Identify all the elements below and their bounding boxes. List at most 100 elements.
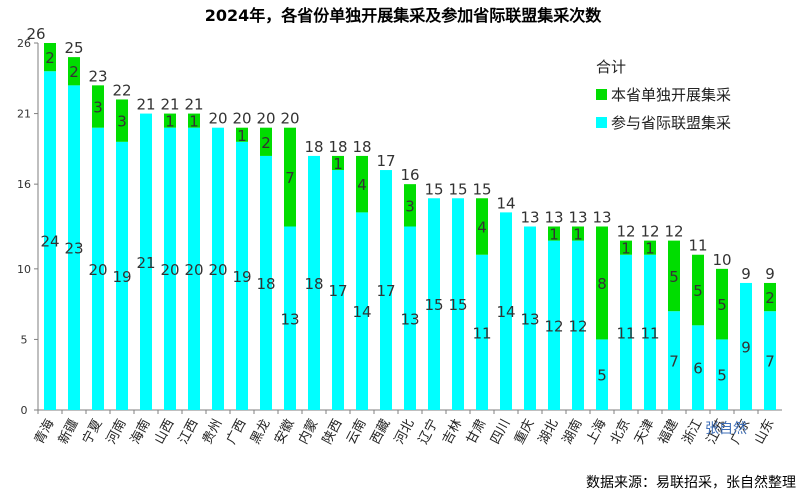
x-tick-label: 山东 bbox=[752, 417, 777, 447]
data-label-independent: 7 bbox=[285, 169, 295, 187]
data-label-total: 17 bbox=[376, 152, 395, 170]
data-label-total: 15 bbox=[424, 180, 443, 198]
data-label-total: 13 bbox=[544, 209, 563, 227]
data-label-alliance: 13 bbox=[280, 310, 299, 328]
data-label-total: 18 bbox=[304, 138, 323, 156]
chart-title: 2024年，各省份单独开展集采及参加省际联盟集采次数 bbox=[204, 6, 602, 25]
data-label-alliance: 7 bbox=[765, 353, 775, 371]
data-label-alliance: 20 bbox=[184, 261, 203, 279]
legend-item-independent: 本省单独开展集采 bbox=[596, 80, 731, 108]
bar-segment-independent bbox=[572, 226, 584, 241]
data-label-independent: 5 bbox=[717, 296, 727, 314]
bar-segment-alliance bbox=[188, 127, 200, 410]
bar-segment-alliance bbox=[476, 254, 488, 410]
bar-segment-independent bbox=[116, 99, 128, 142]
data-label-alliance: 19 bbox=[112, 268, 131, 286]
legend-label-independent: 本省单独开展集采 bbox=[611, 85, 732, 104]
legend-swatch-alliance bbox=[596, 116, 607, 128]
data-label-total: 21 bbox=[184, 96, 203, 114]
data-label-independent: 3 bbox=[405, 197, 415, 215]
x-tick-label: 山西 bbox=[152, 417, 177, 447]
data-label-independent: 1 bbox=[237, 127, 247, 145]
data-label-total: 16 bbox=[400, 166, 419, 184]
data-label-total: 18 bbox=[328, 138, 347, 156]
data-label-total: 12 bbox=[616, 223, 635, 241]
data-label-alliance: 13 bbox=[400, 310, 419, 328]
bar-segment-independent bbox=[68, 57, 80, 86]
x-tick-label: 宁夏 bbox=[79, 416, 105, 446]
bar-segment-independent bbox=[668, 240, 680, 312]
data-label-alliance: 17 bbox=[376, 282, 395, 300]
data-label-independent: 2 bbox=[45, 49, 55, 67]
data-label-alliance: 17 bbox=[328, 282, 347, 300]
data-label-total: 13 bbox=[520, 209, 539, 227]
x-tick-label: 上海 bbox=[584, 417, 609, 447]
data-label-independent: 2 bbox=[765, 289, 775, 307]
data-label-alliance: 23 bbox=[64, 240, 83, 258]
bar-segment-alliance bbox=[524, 226, 536, 410]
bar-segment-independent bbox=[284, 127, 296, 227]
data-label-total: 9 bbox=[741, 265, 751, 283]
data-label-alliance: 11 bbox=[616, 324, 635, 342]
data-label-total: 21 bbox=[136, 96, 155, 114]
bar-segment-alliance bbox=[44, 71, 56, 410]
data-label-total: 20 bbox=[256, 110, 275, 128]
data-label-total: 20 bbox=[232, 110, 251, 128]
bar-segment-alliance bbox=[164, 127, 176, 410]
data-label-alliance: 12 bbox=[568, 317, 587, 335]
x-tick-label: 北京 bbox=[608, 417, 633, 447]
data-label-alliance: 15 bbox=[448, 296, 467, 314]
bar-segment-independent bbox=[332, 155, 344, 171]
bar-segment-independent bbox=[716, 268, 728, 340]
x-tick-label: 云南 bbox=[343, 416, 369, 446]
bar-segment-independent bbox=[92, 85, 104, 128]
y-tick-label: 0 bbox=[21, 404, 28, 417]
data-label-independent: 2 bbox=[69, 63, 79, 81]
x-tick-label: 重庆 bbox=[511, 416, 537, 446]
x-tick-label: 内蒙 bbox=[295, 416, 321, 446]
x-tick-label: 广西 bbox=[224, 417, 249, 447]
data-label-alliance: 13 bbox=[520, 310, 539, 328]
legend-item-total: 合计 bbox=[596, 52, 731, 80]
x-tick-label: 河北 bbox=[392, 417, 417, 447]
legend-label-alliance: 参与省际联盟集采 bbox=[611, 113, 732, 132]
bar-segment-alliance bbox=[284, 226, 296, 410]
bar-segment-alliance bbox=[644, 254, 656, 410]
x-tick-label: 天津 bbox=[632, 417, 657, 447]
data-label-total: 25 bbox=[64, 39, 83, 57]
data-label-total: 21 bbox=[160, 96, 179, 114]
bar-segment-independent bbox=[356, 155, 368, 213]
data-label-total: 13 bbox=[592, 209, 611, 227]
bar-segment-alliance bbox=[92, 127, 104, 410]
data-label-independent: 4 bbox=[357, 176, 367, 194]
x-tick-label: 西藏 bbox=[368, 417, 393, 447]
data-label-alliance: 14 bbox=[352, 303, 371, 321]
data-label-independent: 3 bbox=[117, 113, 127, 131]
x-tick-label: 海南 bbox=[127, 416, 153, 446]
data-label-independent: 5 bbox=[669, 268, 679, 286]
data-label-total: 15 bbox=[472, 180, 491, 198]
data-label-alliance: 19 bbox=[232, 268, 251, 286]
bar-segment-alliance bbox=[404, 226, 416, 410]
bar-segment-alliance bbox=[716, 339, 728, 410]
data-label-alliance: 11 bbox=[472, 324, 491, 342]
data-label-total: 13 bbox=[568, 209, 587, 227]
source-note: 数据来源：易联招采，张自然整理 bbox=[586, 475, 796, 491]
bar-segment-independent bbox=[620, 240, 632, 255]
data-label-total: 12 bbox=[640, 223, 659, 241]
bar-segment-alliance bbox=[236, 141, 248, 411]
data-label-alliance: 12 bbox=[544, 317, 563, 335]
data-label-alliance: 14 bbox=[496, 303, 515, 321]
y-tick-label: 10 bbox=[17, 263, 31, 276]
data-label-alliance: 20 bbox=[208, 261, 227, 279]
data-label-independent: 1 bbox=[165, 113, 175, 131]
y-tick-label: 5 bbox=[21, 333, 28, 346]
x-tick-label: 福建 bbox=[656, 417, 681, 447]
data-label-independent: 1 bbox=[621, 240, 631, 258]
y-tick-label: 26 bbox=[17, 37, 31, 50]
bar-segment-independent bbox=[548, 226, 560, 241]
bar-segment-independent bbox=[44, 43, 56, 72]
data-label-independent: 1 bbox=[645, 240, 655, 258]
data-label-independent: 5 bbox=[693, 282, 703, 300]
data-label-independent: 1 bbox=[573, 226, 583, 244]
